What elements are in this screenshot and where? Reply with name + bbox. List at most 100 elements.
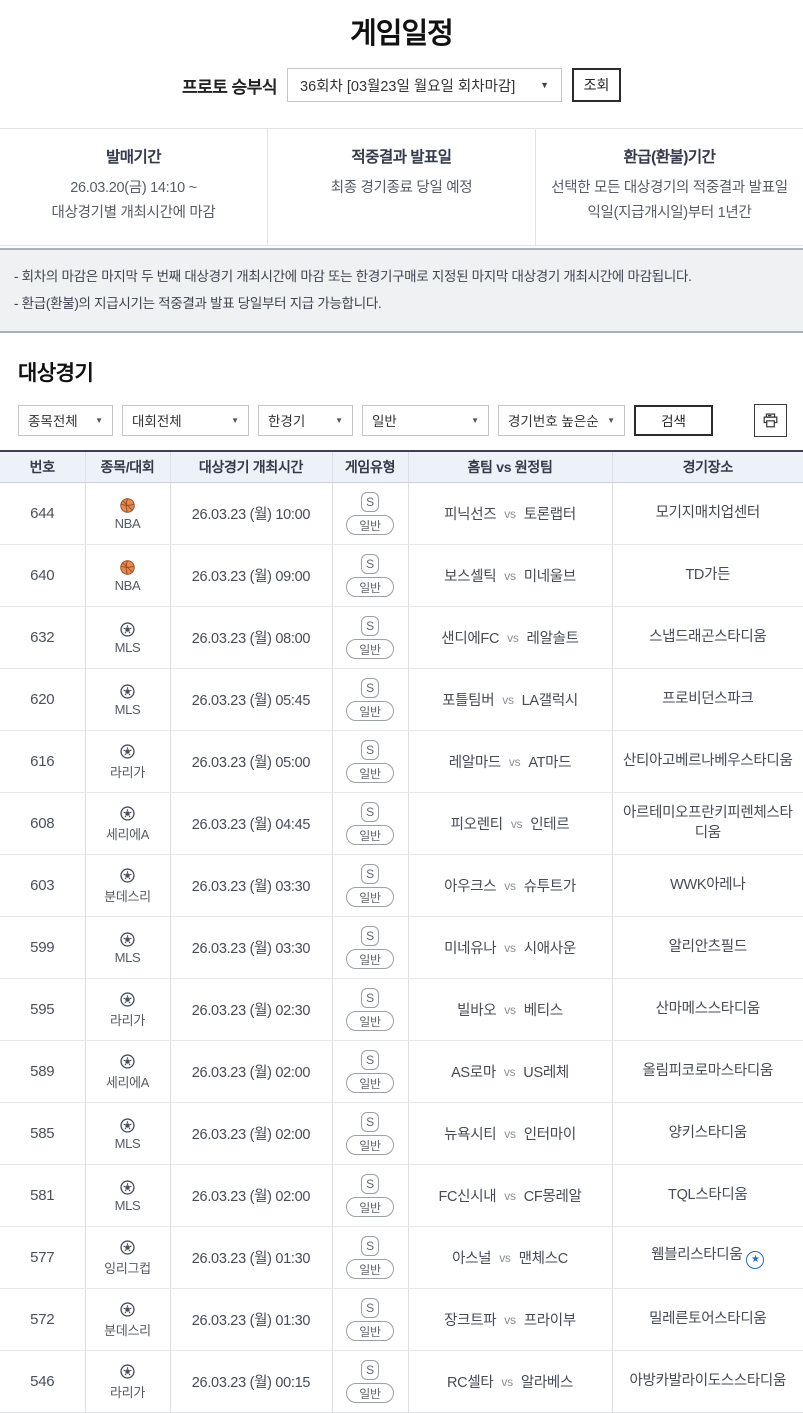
single-game-badge: S bbox=[361, 678, 379, 699]
away-team: 시애사운 bbox=[523, 941, 576, 958]
game-type-badge: 일반 bbox=[346, 1383, 394, 1404]
venue-name: 양키스타디움 bbox=[668, 1124, 748, 1141]
game-start-time: 26.03.23 (월) 08:00 bbox=[169, 606, 332, 670]
single-game-badge: S bbox=[361, 988, 379, 1009]
game-number: 595 bbox=[0, 978, 85, 1042]
game-type-badge: 일반 bbox=[346, 515, 394, 536]
round-selector-row: 프로토 승부식 36회차 [03월23일 월요일 회차마감] ▼ 조회 bbox=[0, 68, 803, 102]
game-number: 585 bbox=[0, 1102, 85, 1166]
search-button[interactable]: 검색 bbox=[634, 404, 713, 436]
game-start-time: 26.03.23 (월) 00:15 bbox=[169, 1350, 332, 1413]
vs-label: vs bbox=[504, 1002, 516, 1017]
table-row[interactable]: 616 라리가 bbox=[0, 730, 803, 794]
page-title: 게임일정 bbox=[350, 18, 454, 50]
filter-league-select[interactable]: 대회전체 ▼ bbox=[122, 404, 249, 436]
filter-game-select[interactable]: 한경기 ▼ bbox=[258, 404, 353, 436]
venue-name: 산티아고베르나베우스타디움 bbox=[622, 752, 793, 769]
game-start-time: 26.03.23 (월) 03:30 bbox=[169, 854, 332, 918]
table-row[interactable]: 603 분데스리 bbox=[0, 854, 803, 918]
single-game-badge: S bbox=[361, 554, 379, 575]
col-header-sport: 종목/대회 bbox=[84, 450, 170, 484]
filter-sort-select[interactable]: 경기번호 높은순 ▼ bbox=[498, 404, 625, 436]
game-number: 599 bbox=[0, 916, 85, 980]
league-name: 라리가 bbox=[110, 1012, 145, 1028]
table-row[interactable]: 599 MLS bbox=[0, 916, 803, 980]
filter-sport-select[interactable]: 종목전체 ▼ bbox=[18, 404, 113, 436]
game-start-time: 26.03.23 (월) 04:45 bbox=[169, 792, 332, 856]
game-start-time: 26.03.23 (월) 05:45 bbox=[169, 668, 332, 732]
soccer-ball-icon bbox=[120, 1180, 135, 1195]
info-line: 익일(지급개시일)부터 1년간 bbox=[587, 205, 752, 222]
game-type-badge: 일반 bbox=[346, 577, 394, 598]
vs-label: vs bbox=[504, 568, 516, 583]
venue-name: 올림피코로마스타디움 bbox=[642, 1062, 774, 1079]
table-row[interactable]: 581 MLS bbox=[0, 1164, 803, 1228]
single-game-badge: S bbox=[361, 802, 379, 823]
league-name: MLS bbox=[114, 1197, 141, 1213]
league-name: 세리에A bbox=[105, 1074, 150, 1090]
print-button[interactable] bbox=[754, 403, 787, 437]
filter-type-select[interactable]: 일반 ▼ bbox=[362, 404, 489, 436]
away-team: 토론랩터 bbox=[523, 507, 576, 524]
game-number: 608 bbox=[0, 792, 85, 856]
league-name: 분데스리 bbox=[104, 888, 151, 904]
info-title: 적중결과 발표일 bbox=[351, 149, 452, 166]
col-header-gametype: 게임유형 bbox=[331, 450, 408, 484]
home-team: 뉴욕시티 bbox=[444, 1127, 497, 1144]
table-row[interactable]: 577 잉리그컵 bbox=[0, 1226, 803, 1290]
home-team: 피오렌티 bbox=[450, 817, 503, 834]
venue-name: 모기지매치업센터 bbox=[655, 504, 761, 521]
away-team: 맨체스C bbox=[518, 1251, 569, 1268]
info-sale-period: 발매기간 26.03.20(금) 14:10 ~ 대상경기별 개최시간에 마감 bbox=[0, 129, 267, 245]
away-team: 베티스 bbox=[523, 1003, 563, 1020]
league-name: NBA bbox=[114, 515, 141, 531]
game-start-time: 26.03.23 (월) 05:00 bbox=[169, 730, 332, 794]
filter-game-value: 한경기 bbox=[268, 414, 306, 430]
table-row[interactable]: 632 MLS bbox=[0, 606, 803, 670]
table-row[interactable]: 546 라리가 bbox=[0, 1350, 803, 1413]
single-game-badge: S bbox=[361, 1112, 379, 1133]
round-select[interactable]: 36회차 [03월23일 월요일 회차마감] ▼ bbox=[287, 68, 563, 102]
col-header-venue: 경기장소 bbox=[611, 450, 803, 484]
single-game-badge: S bbox=[361, 1050, 379, 1071]
table-row[interactable]: 589 세리에A bbox=[0, 1040, 803, 1104]
home-team: 장크트파 bbox=[444, 1313, 497, 1330]
col-header-number: 번호 bbox=[0, 450, 85, 484]
vs-label: vs bbox=[504, 940, 516, 955]
table-row[interactable]: 585 MLS bbox=[0, 1102, 803, 1166]
game-type-badge: 일반 bbox=[346, 639, 394, 660]
away-team: US레체 bbox=[523, 1065, 569, 1082]
query-button[interactable]: 조회 bbox=[572, 68, 622, 102]
home-team: 포틀팀버 bbox=[442, 693, 495, 710]
chevron-down-icon: ▼ bbox=[231, 415, 239, 425]
venue-name: TD가든 bbox=[685, 566, 731, 583]
basketball-icon bbox=[120, 498, 135, 513]
venue-name: 아르테미오프란키피렌체스타디움 bbox=[622, 805, 793, 841]
game-start-time: 26.03.23 (월) 02:00 bbox=[169, 1102, 332, 1166]
vs-label: vs bbox=[504, 506, 516, 521]
game-number: 632 bbox=[0, 606, 85, 670]
away-team: 알라베스 bbox=[520, 1375, 573, 1392]
away-team: 프라이부 bbox=[523, 1313, 576, 1330]
single-game-badge: S bbox=[361, 864, 379, 885]
league-name: 라리가 bbox=[110, 1384, 145, 1400]
table-row[interactable]: 620 MLS bbox=[0, 668, 803, 732]
info-result-date: 적중결과 발표일 최종 경기종료 당일 예정 bbox=[267, 129, 535, 245]
table-row[interactable]: 595 라리가 bbox=[0, 978, 803, 1042]
league-name: MLS bbox=[114, 639, 141, 655]
soccer-ball-icon bbox=[120, 1118, 135, 1133]
table-row[interactable]: 644 NBA bbox=[0, 482, 803, 546]
notice-box: - 회차의 마감은 마지막 두 번째 대상경기 개최시간에 마감 또는 한경기구… bbox=[0, 247, 803, 333]
vs-label: vs bbox=[507, 630, 519, 645]
table-row[interactable]: 572 분데스리 bbox=[0, 1288, 803, 1352]
single-game-badge: S bbox=[361, 1236, 379, 1257]
game-type-badge: 일반 bbox=[346, 1321, 394, 1342]
league-name: 분데스리 bbox=[104, 1322, 151, 1338]
vs-label: vs bbox=[501, 1374, 513, 1389]
soccer-ball-icon bbox=[120, 1364, 135, 1379]
table-row[interactable]: 608 세리에A bbox=[0, 792, 803, 856]
vs-label: vs bbox=[510, 816, 523, 831]
info-refund-period: 환급(환불)기간 선택한 모든 대상경기의 적중결과 발표일 익일(지급개시일)… bbox=[535, 129, 803, 245]
table-row[interactable]: 640 NBA bbox=[0, 544, 803, 608]
soccer-ball-icon bbox=[120, 1054, 135, 1069]
